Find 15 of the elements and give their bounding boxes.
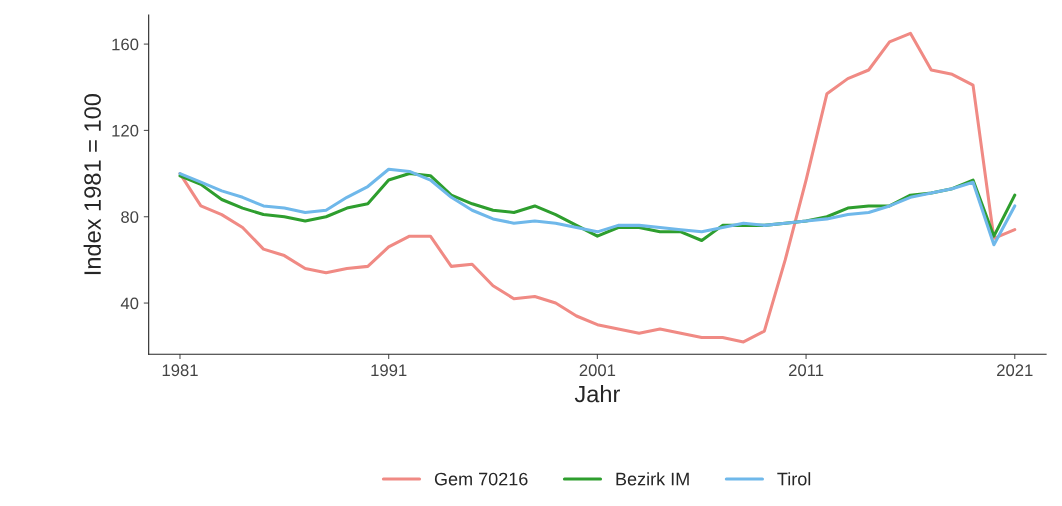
y-axis-title: Index 1981 = 100 — [83, 94, 101, 275]
y-tick-label: 40 — [120, 297, 139, 310]
x-tick-label: 1991 — [371, 364, 407, 377]
x-tick-label: 2021 — [997, 364, 1033, 377]
legend-label: Tirol — [777, 472, 811, 486]
y-tick-label: 120 — [112, 124, 139, 137]
x-tick-label: 1981 — [162, 364, 198, 377]
legend-label: Bezirk IM — [616, 472, 689, 486]
x-axis-title: Jahr — [574, 385, 620, 403]
x-tick-label: 2011 — [788, 364, 824, 377]
legend-label: Gem 70216 — [434, 472, 528, 486]
x-tick-label: 2001 — [579, 364, 616, 377]
y-tick-label: 160 — [112, 38, 139, 51]
y-tick-label: 80 — [121, 211, 139, 223]
line-series — [178, 31, 1017, 344]
